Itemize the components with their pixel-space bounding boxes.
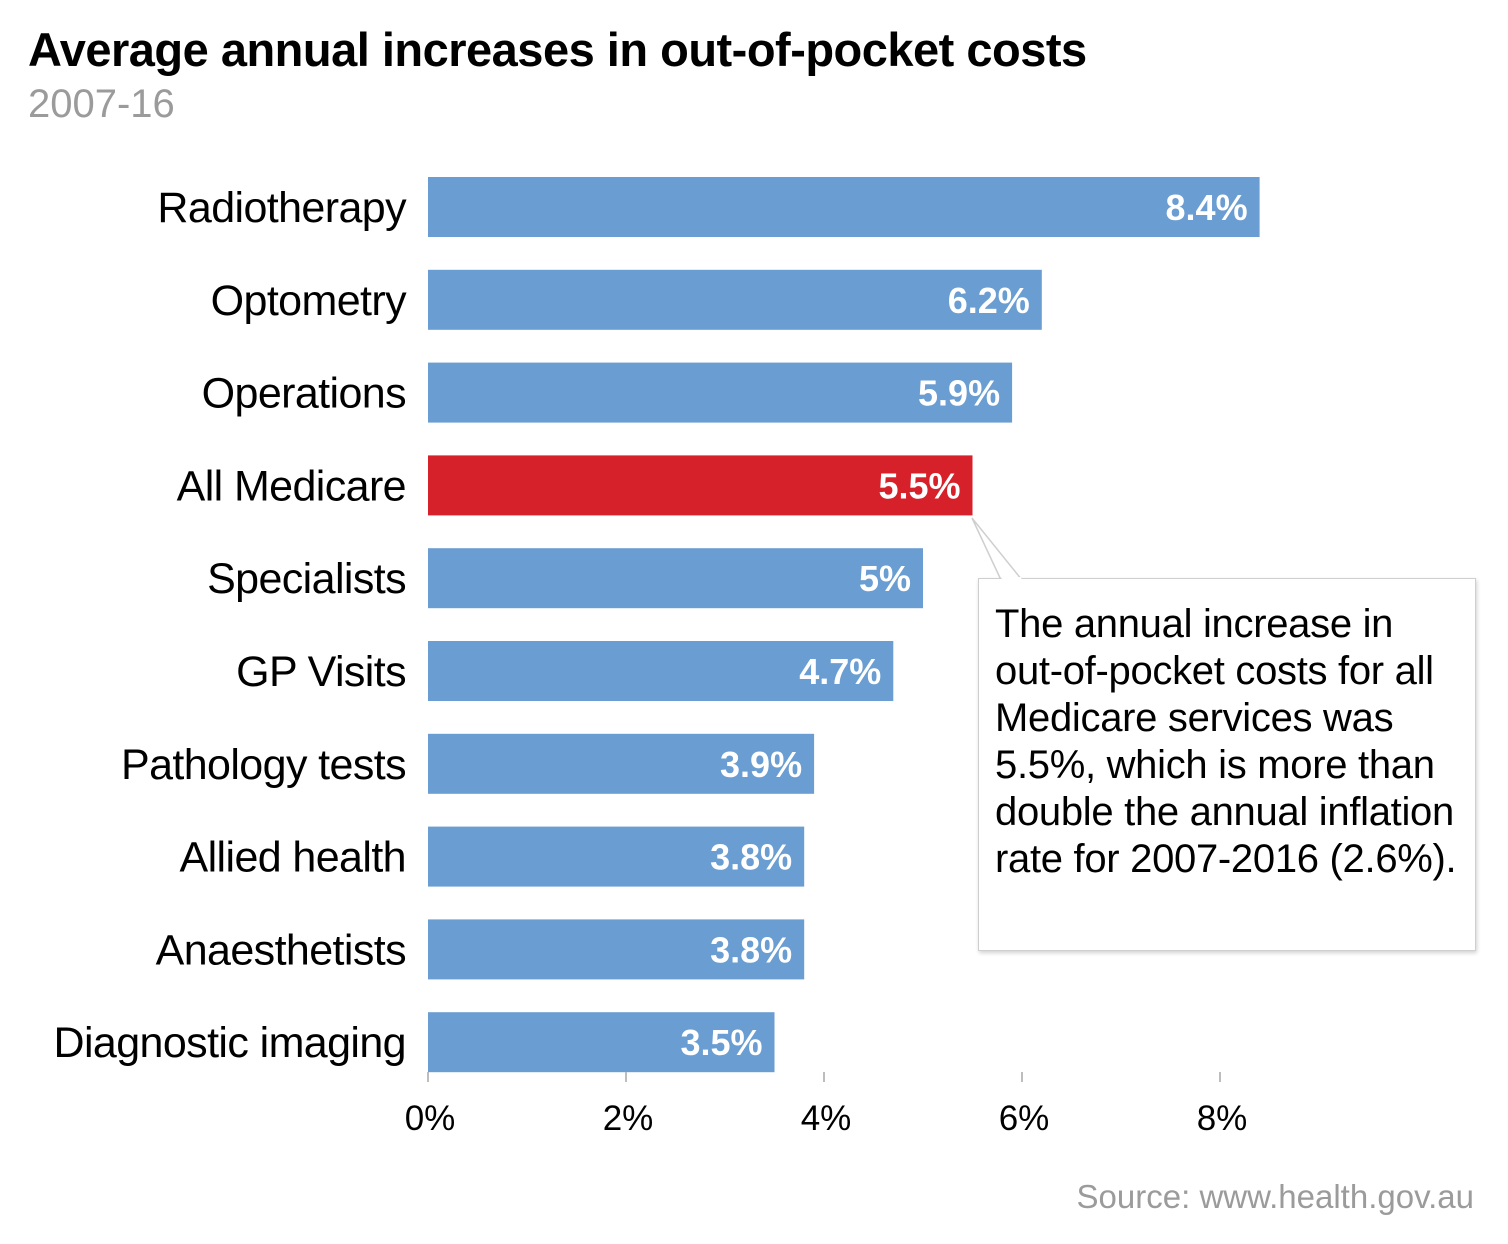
data-label: 3.8% [710,837,792,878]
bar-gp-visits [428,641,894,701]
source-note: Source: www.health.gov.au [1076,1178,1474,1215]
category-label: Specialists [207,555,406,603]
category-label: Radiotherapy [157,184,407,232]
bar-all-medicare [428,455,973,516]
bar-specialists [428,548,923,609]
data-label: 3.8% [710,929,792,970]
bar-allied-health [428,826,805,887]
category-label: Diagnostic imaging [54,1019,407,1067]
bar-operations [428,362,1013,423]
data-label: 4.7% [799,651,881,692]
x-tick-label: 6% [999,1099,1050,1138]
bar-anaesthetists [428,919,805,980]
data-label: 5% [859,558,911,599]
category-label: Anaesthetists [156,926,406,974]
chart-title: Average annual increases in out-of-pocke… [28,23,1087,76]
category-label: All Medicare [177,462,406,510]
x-tick-label: 2% [603,1099,654,1138]
x-tick-label: 4% [801,1099,852,1138]
category-label: GP Visits [236,648,406,696]
bar-diagnostic-imaging [428,1012,775,1073]
category-label: Allied health [180,834,406,882]
bar-optometry [428,269,1042,330]
data-label: 3.5% [680,1022,762,1063]
annotation-callout: The annual increase in out-of-pocket cos… [978,578,1476,951]
data-label: 6.2% [948,280,1030,321]
data-label: 5.5% [878,465,960,506]
category-label: Optometry [211,277,407,325]
category-label: Pathology tests [121,741,406,789]
x-tick-label: 0% [405,1099,456,1138]
data-label: 8.4% [1166,187,1248,228]
bar-radiotherapy [428,177,1260,237]
data-label: 3.9% [720,744,802,785]
chart-subtitle: 2007-16 [28,82,175,126]
bar-pathology-tests [428,733,815,794]
x-tick-label: 8% [1197,1099,1248,1138]
category-label: Operations [202,370,406,418]
data-label: 5.9% [918,373,1000,414]
